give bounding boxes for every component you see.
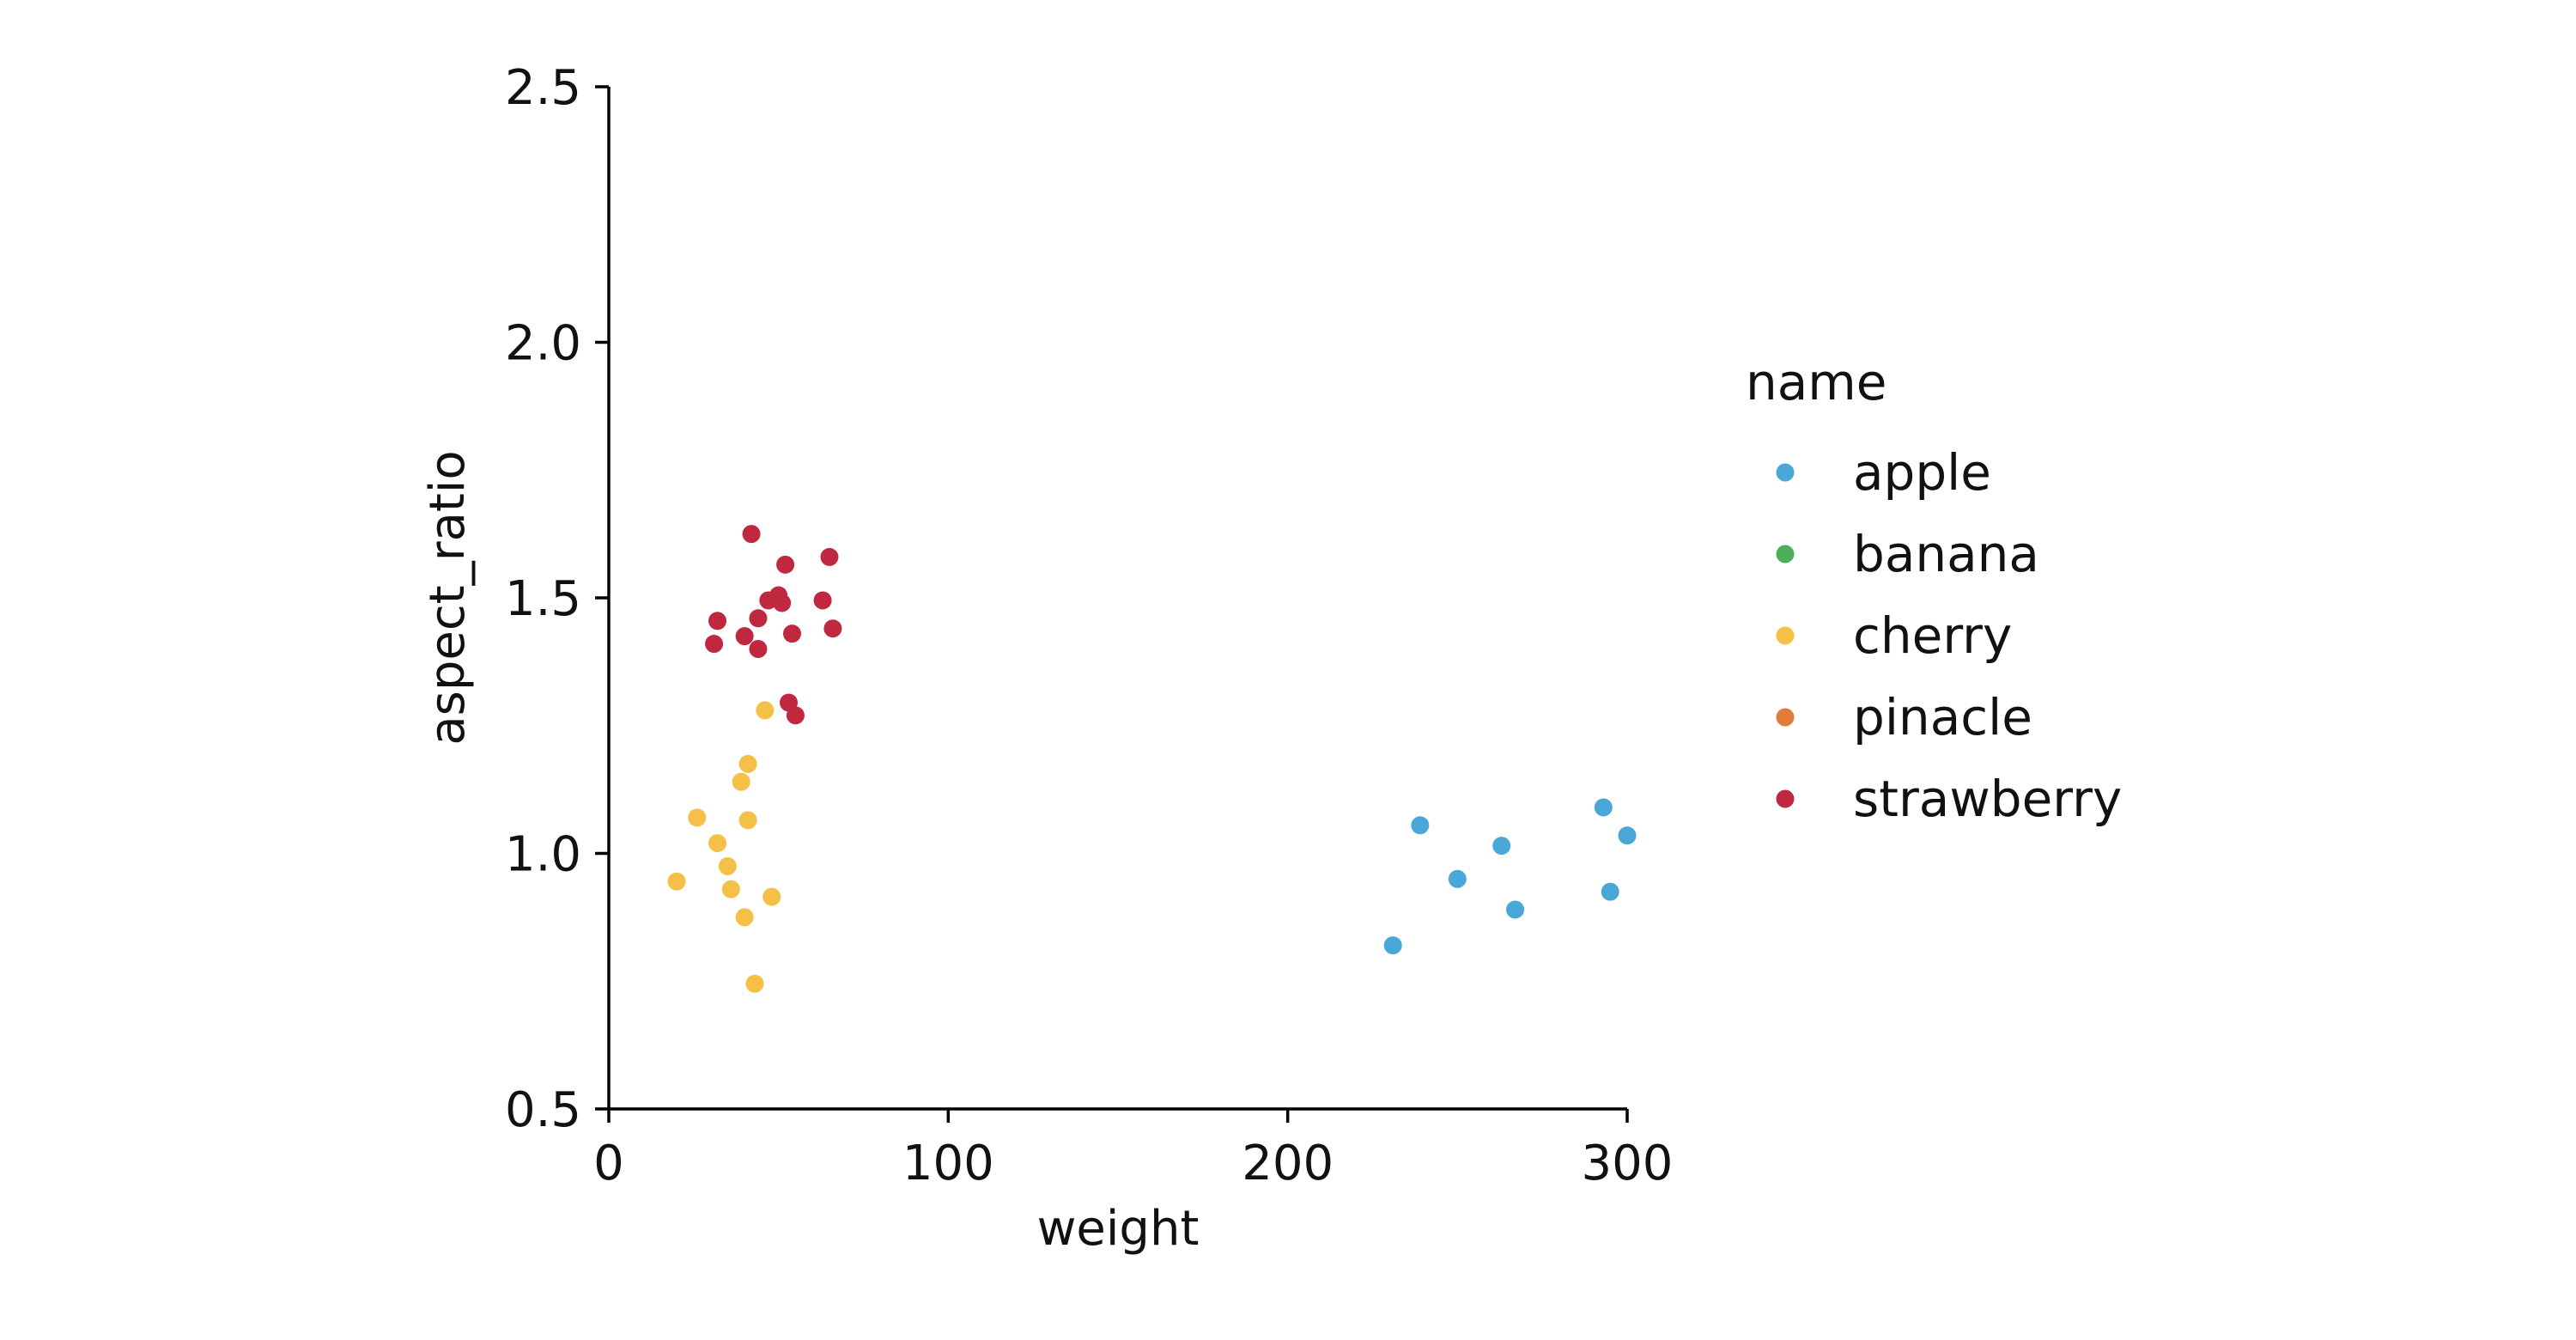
legend-title: name (1746, 353, 1886, 411)
data-point-strawberry (782, 624, 801, 643)
y-tick-label: 1.0 (505, 827, 581, 883)
data-point-apple (1601, 882, 1619, 901)
data-point-strawberry (708, 612, 727, 630)
x-axis-label: weight (1037, 1201, 1200, 1257)
data-point-apple (1492, 837, 1511, 856)
data-point-strawberry (705, 635, 724, 654)
y-ticks: 0.5 1.0 1.5 2.0 2.5 (505, 60, 609, 1138)
x-tick-label: 100 (902, 1136, 994, 1191)
data-point-apple (1618, 826, 1637, 845)
y-tick-label: 2.0 (505, 316, 581, 372)
legend-marker-banana (1776, 545, 1795, 563)
data-point-apple (1411, 816, 1430, 835)
data-point-strawberry (813, 591, 832, 610)
data-point-apple (1383, 936, 1402, 955)
legend-marker-apple (1776, 463, 1795, 482)
data-point-cherry (721, 880, 740, 898)
data-point-strawberry (749, 609, 768, 628)
y-tick-label: 1.5 (505, 571, 581, 627)
data-point-cherry (762, 887, 781, 906)
data-point-cherry (708, 834, 727, 853)
x-tick-label: 200 (1242, 1136, 1334, 1191)
legend-label-pinacle: pinacle (1853, 688, 2032, 746)
data-points (667, 525, 1637, 993)
data-point-apple (1506, 900, 1525, 919)
data-point-strawberry (742, 525, 761, 544)
legend-marker-cherry (1776, 626, 1795, 645)
data-point-cherry (732, 772, 750, 791)
data-point-strawberry (786, 706, 805, 725)
data-point-cherry (738, 811, 757, 830)
legend-label-strawberry: strawberry (1853, 770, 2122, 828)
legend-label-banana: banana (1853, 525, 2039, 583)
data-point-strawberry (823, 619, 842, 638)
data-point-strawberry (735, 627, 754, 646)
data-point-cherry (688, 808, 707, 827)
y-tick-label: 2.5 (505, 60, 581, 116)
data-point-cherry (738, 754, 757, 773)
data-point-strawberry (749, 640, 768, 658)
data-point-strawberry (773, 594, 792, 612)
data-point-strawberry (820, 547, 839, 566)
data-point-cherry (718, 856, 737, 875)
legend-marker-strawberry (1776, 789, 1795, 808)
legend-marker-pinacle (1776, 708, 1795, 727)
data-point-cherry (745, 974, 764, 993)
legend-label-cherry: cherry (1853, 606, 2012, 665)
x-tick-label: 0 (593, 1136, 624, 1191)
legend: name apple banana cherry pinacle strawberry (1746, 353, 2122, 828)
legend-label-apple: apple (1853, 443, 1991, 502)
data-point-cherry (735, 908, 754, 927)
data-point-apple (1594, 798, 1613, 817)
data-point-cherry (667, 872, 686, 891)
data-point-apple (1448, 869, 1467, 888)
x-ticks: 0 100 200 300 (593, 1109, 1673, 1191)
x-tick-label: 300 (1582, 1136, 1674, 1191)
y-axis-label: aspect_ratio (420, 450, 476, 745)
data-point-strawberry (776, 555, 795, 574)
data-point-cherry (756, 701, 775, 720)
legend-items: apple banana cherry pinacle strawberry (1776, 443, 2122, 828)
y-tick-label: 0.5 (505, 1082, 581, 1138)
